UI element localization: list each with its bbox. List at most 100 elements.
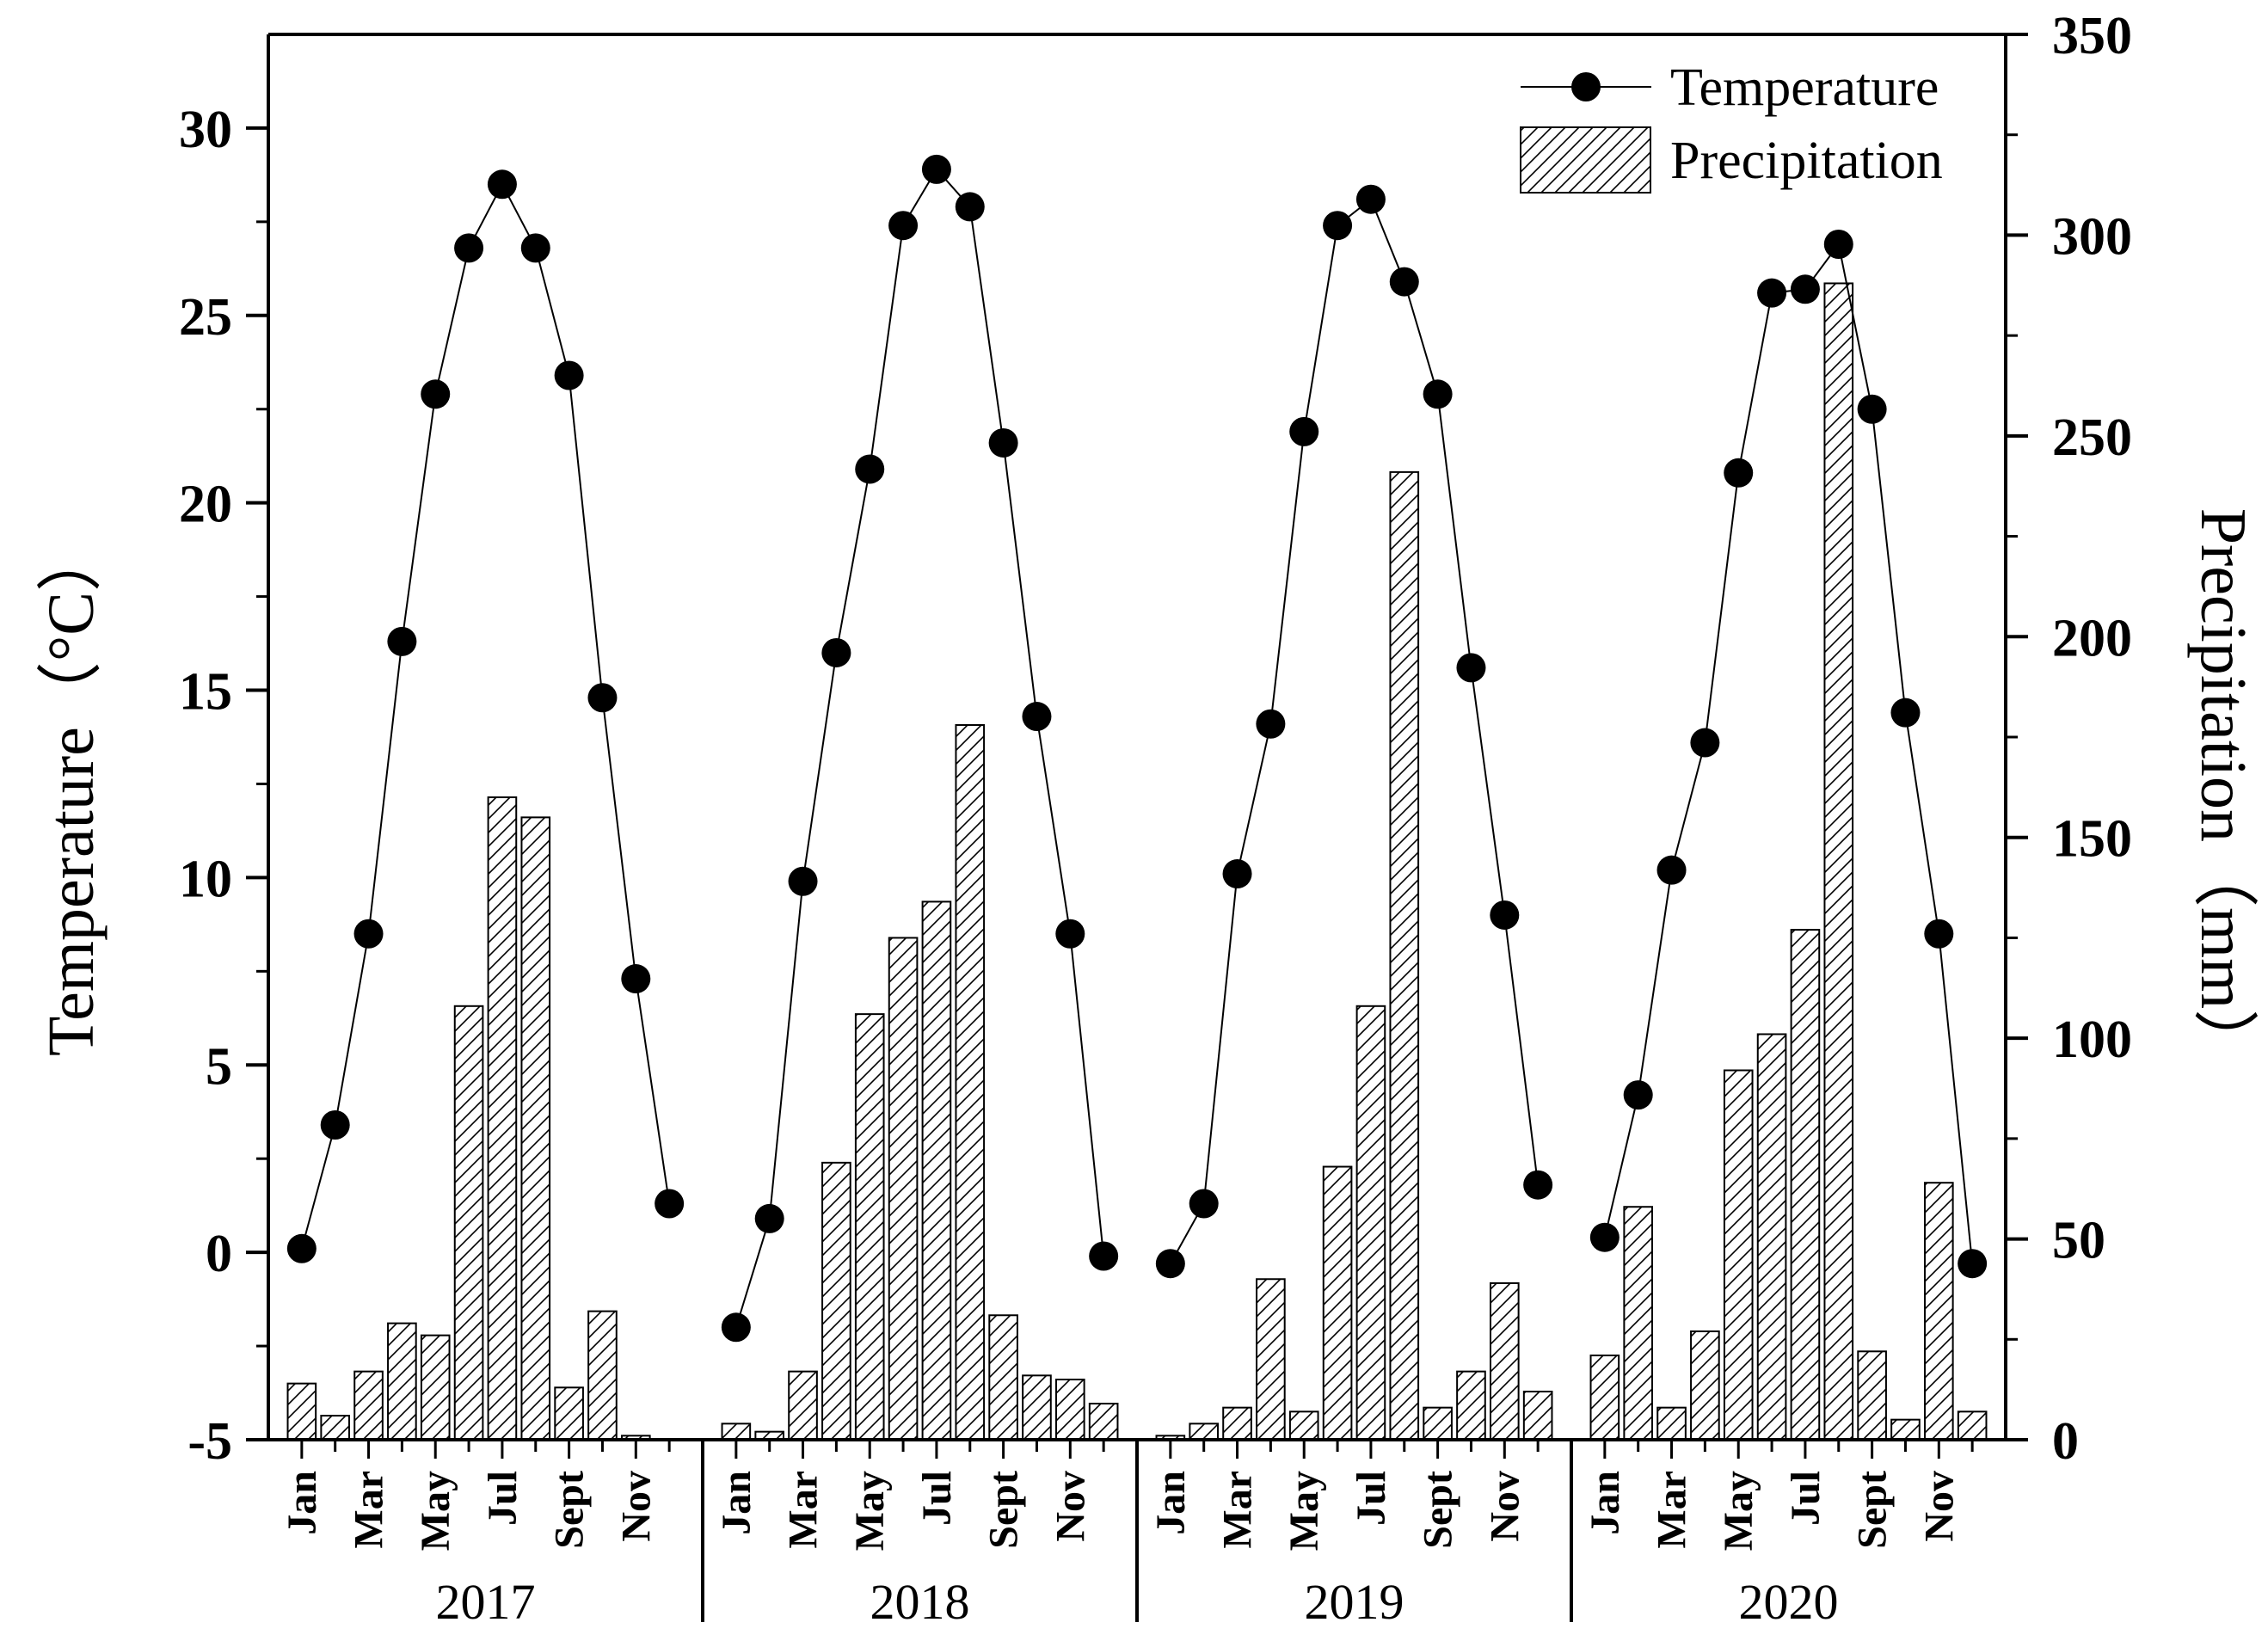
right-tick-label: 300 — [2052, 207, 2132, 266]
precipitation-bar — [1623, 1206, 1654, 1441]
temperature-point — [1456, 653, 1486, 683]
left-tick-label: 0 — [206, 1225, 232, 1283]
temperature-point — [921, 154, 951, 184]
precipitation-bars — [286, 282, 1988, 1441]
month-tick-label: Jan — [1583, 1471, 1628, 1535]
precipitation-bar — [921, 900, 952, 1441]
month-tick-label: Jan — [1148, 1471, 1194, 1535]
month-tick-label: Jul — [480, 1471, 526, 1526]
temperature-point — [1256, 709, 1286, 739]
legend-precipitation-label: Precipitation — [1670, 132, 1943, 190]
right-tick-label: 0 — [2052, 1412, 2079, 1471]
precipitation-bar — [1088, 1402, 1119, 1441]
temperature-point — [1089, 1241, 1119, 1271]
precipitation-bar — [1054, 1378, 1085, 1441]
precipitation-bar — [1155, 1435, 1186, 1441]
precipitation-bar — [1690, 1330, 1720, 1441]
month-tick-label: Sept — [547, 1471, 593, 1549]
temperature-point — [1055, 919, 1085, 949]
right-axis-title: Precipitation（mm） — [2187, 508, 2259, 1075]
temperature-point — [587, 683, 618, 713]
precipitation-bar — [353, 1370, 384, 1441]
precipitation-bar — [1957, 1410, 1988, 1441]
precipitation-bar — [1355, 1005, 1386, 1441]
precipitation-bar — [453, 1005, 484, 1441]
temperature-point — [1823, 230, 1853, 260]
temperature-point — [387, 626, 417, 656]
precipitation-bar — [1589, 1354, 1620, 1441]
right-tick-label: 150 — [2052, 810, 2132, 869]
month-tick-label: May — [847, 1471, 893, 1551]
precipitation-bar — [654, 1438, 685, 1441]
temperature-point — [1656, 855, 1687, 885]
temperature-point — [1958, 1249, 1988, 1279]
precipitation-bar — [1222, 1406, 1252, 1441]
month-tick-label: Mar — [781, 1471, 827, 1549]
temperature-point — [788, 866, 818, 896]
left-tick-label: 5 — [206, 1037, 232, 1096]
temperature-point — [655, 1189, 685, 1219]
temperature-point — [421, 379, 451, 409]
month-tick-label: Sept — [981, 1471, 1027, 1549]
temperature-point — [520, 233, 550, 263]
temperature-point — [1757, 278, 1787, 308]
left-tick-label: 30 — [179, 101, 232, 159]
temperature-point — [821, 637, 851, 667]
month-tick-label: Nov — [1482, 1471, 1527, 1542]
precipitation-bar — [1456, 1370, 1486, 1441]
legend-temperature-marker — [1571, 72, 1601, 101]
temperature-point — [1189, 1189, 1219, 1219]
year-label: 2019 — [1305, 1574, 1404, 1630]
temperature-point — [320, 1109, 350, 1140]
month-tick-label: Jan — [714, 1471, 759, 1535]
temperature-point — [1924, 919, 1954, 949]
precipitation-bar — [1389, 470, 1420, 1441]
precipitation-bar — [320, 1414, 351, 1441]
temperature-point — [855, 454, 885, 484]
legend-precipitation-swatch — [1520, 126, 1651, 194]
precipitation-bar — [988, 1314, 1018, 1441]
precipitation-bar — [854, 1013, 885, 1441]
precipitation-bar — [587, 1310, 618, 1441]
precipitation-bar — [788, 1370, 818, 1441]
month-tick-label: Sept — [1416, 1471, 1461, 1549]
month-tick-label: Mar — [347, 1471, 392, 1549]
month-tick-label: Jul — [1783, 1471, 1829, 1526]
temperature-point — [988, 427, 1018, 458]
precipitation-bar — [520, 816, 551, 1441]
left-tick-label: 25 — [179, 288, 232, 347]
temperature-point — [1155, 1249, 1185, 1279]
temperature-series-line — [300, 182, 671, 1250]
left-tick-label: 10 — [179, 850, 232, 908]
precipitation-bar — [387, 1322, 417, 1441]
month-tick-label: May — [1282, 1471, 1327, 1551]
month-tick-label: May — [1716, 1471, 1761, 1551]
temperature-point — [1323, 211, 1353, 241]
precipitation-bar — [1288, 1410, 1319, 1441]
month-tick-label: Jan — [280, 1471, 325, 1535]
legend-temperature-label: Temperature — [1670, 58, 1939, 117]
precipitation-bar — [754, 1430, 785, 1441]
right-tick-label: 100 — [2052, 1011, 2132, 1069]
precipitation-bar — [1857, 1350, 1887, 1441]
precipitation-bar — [955, 723, 986, 1441]
month-tick-label: Mar — [1215, 1471, 1261, 1549]
temperature-point — [1790, 274, 1820, 304]
temperature-point — [1022, 702, 1052, 732]
temperature-point — [721, 1312, 751, 1343]
left-tick-label: 15 — [179, 663, 232, 722]
temperature-point — [487, 169, 517, 200]
temperature-point — [1355, 184, 1386, 214]
temperature-point — [1389, 267, 1419, 297]
precipitation-bar — [888, 937, 919, 1441]
temperature-point — [1724, 458, 1754, 488]
month-tick-label: Nov — [1048, 1471, 1093, 1542]
temperature-point — [286, 1233, 317, 1263]
temperature-point — [1523, 1170, 1553, 1200]
precipitation-bar — [1522, 1390, 1553, 1441]
left-tick-label: -5 — [187, 1412, 232, 1471]
temperature-point — [888, 211, 919, 241]
temperature-point — [1690, 728, 1720, 758]
temperature-point — [454, 233, 484, 263]
